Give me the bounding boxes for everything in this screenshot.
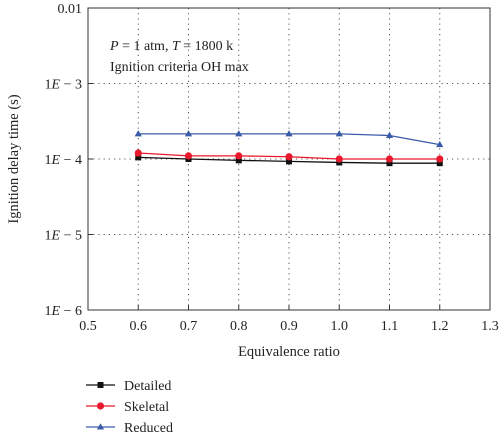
legend-item-detailed: Detailed — [86, 379, 171, 394]
legend-item-reduced: Reduced — [86, 421, 173, 436]
x-axis-title: Equivalence ratio — [238, 344, 340, 360]
detailed-point — [235, 157, 242, 164]
y-tick-label: 1E − 4 — [45, 153, 82, 168]
reduced-point — [285, 130, 293, 137]
legend: Detailed Skeletal Reduced — [86, 379, 173, 436]
reduced-point — [134, 130, 142, 137]
y-tick-label: 1E − 3 — [45, 78, 82, 93]
skeletal-point — [335, 155, 343, 163]
y-axis-title: Ignition delay time (s) — [6, 94, 22, 223]
x-tick-label: 1.0 — [331, 319, 349, 334]
reduced-point — [385, 131, 394, 138]
legend-marker-detailed — [97, 382, 104, 388]
conditions-annotation: P = 1 atm, T = 1800 k Ignition criteria O… — [109, 39, 249, 75]
x-tick-label: 0.5 — [79, 319, 97, 334]
skeletal-point — [285, 153, 293, 161]
y-tick-label: 1E − 5 — [45, 229, 82, 244]
reduced-point — [436, 140, 444, 148]
legend-marker-reduced — [96, 423, 105, 430]
annotation-line: P = 1 atm, T = 1800 k — [109, 39, 233, 54]
skeletal-point — [134, 149, 142, 157]
legend-label-skeletal: Skeletal — [124, 400, 169, 415]
reduced-point — [335, 130, 343, 137]
x-tick-label: 0.9 — [280, 319, 298, 334]
series-reduced — [134, 130, 444, 148]
x-tick-label: 1.1 — [381, 319, 399, 334]
legend-label-detailed: Detailed — [124, 379, 171, 394]
legend-item-skeletal: Skeletal — [86, 400, 169, 415]
legend-marker-skeletal — [96, 402, 105, 410]
detailed-point — [286, 158, 292, 165]
skeletal-point — [385, 155, 394, 163]
y-tick-label: 0.01 — [58, 2, 83, 17]
annotation-line: Ignition criteria OH max — [110, 60, 249, 75]
series-layer — [134, 130, 444, 167]
skeletal-point — [235, 152, 243, 160]
skeletal-point — [184, 152, 193, 160]
y-tick-label: 1E − 6 — [45, 304, 82, 319]
x-tick-label: 0.6 — [130, 319, 148, 334]
x-tick-label: 1.3 — [481, 319, 499, 334]
reduced-point — [184, 130, 193, 137]
skeletal-point — [436, 155, 444, 163]
x-tick-label: 1.2 — [431, 319, 449, 334]
x-tick-label: 0.7 — [180, 319, 198, 334]
legend-label-reduced: Reduced — [124, 421, 173, 436]
x-tick-label: 0.8 — [230, 319, 248, 334]
series-skeletal — [134, 149, 444, 163]
detailed-point — [386, 160, 393, 167]
axis-ticks: 0.5 0.6 0.7 0.8 0.9 1.0 1.1 1.2 1.3 1E − 6 1E − 5 1… — [45, 2, 499, 334]
detailed-point — [436, 160, 443, 167]
detailed-point — [135, 154, 142, 161]
reduced-point — [235, 130, 243, 137]
